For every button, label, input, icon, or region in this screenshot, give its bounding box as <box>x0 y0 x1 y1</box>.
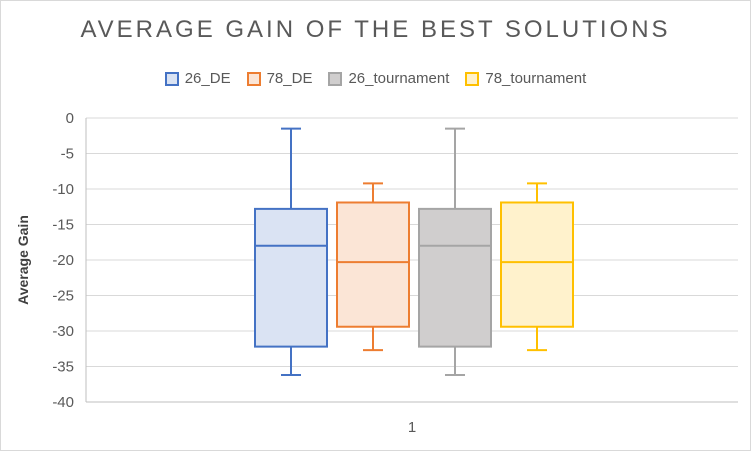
legend-label: 26_DE <box>184 70 231 87</box>
box-26_DE <box>254 207 328 348</box>
legend-item: 26_DE <box>164 70 231 87</box>
y-tick-label: 0 <box>66 110 74 127</box>
legend-swatch <box>246 71 261 86</box>
y-axis-label: Average Gain <box>15 215 31 305</box>
legend-label: 78_tournament <box>485 70 587 87</box>
y-tick-label: -40 <box>52 394 74 411</box>
legend-swatch <box>164 71 179 86</box>
chart-title: AVERAGE GAIN OF THE BEST SOLUTIONS <box>80 16 671 43</box>
legend-item: 78_tournament <box>465 70 586 87</box>
box-78_DE <box>336 201 410 328</box>
y-tick-label: -10 <box>52 181 74 198</box>
y-tick-label: -15 <box>52 217 74 234</box>
legend-item: 26_tournament <box>328 70 449 87</box>
legend-swatch <box>465 71 480 86</box>
x-tick-label: 1 <box>408 419 416 436</box>
y-tick-label: -5 <box>61 146 74 163</box>
legend-item: 78_DE <box>246 70 313 87</box>
legend: 26_DE 78_DE 26_tournament 78_tournament <box>0 70 751 87</box>
y-tick-label: -30 <box>52 323 74 340</box>
box-26_tournament <box>418 207 492 348</box>
legend-label: 26_tournament <box>348 70 450 87</box>
y-tick-label: -25 <box>52 288 74 305</box>
y-tick-label: -20 <box>52 252 74 269</box>
y-tick-label: -35 <box>52 359 74 376</box>
legend-swatch <box>328 71 343 86</box>
box-78_tournament <box>500 201 574 328</box>
legend-label: 78_DE <box>266 70 313 87</box>
